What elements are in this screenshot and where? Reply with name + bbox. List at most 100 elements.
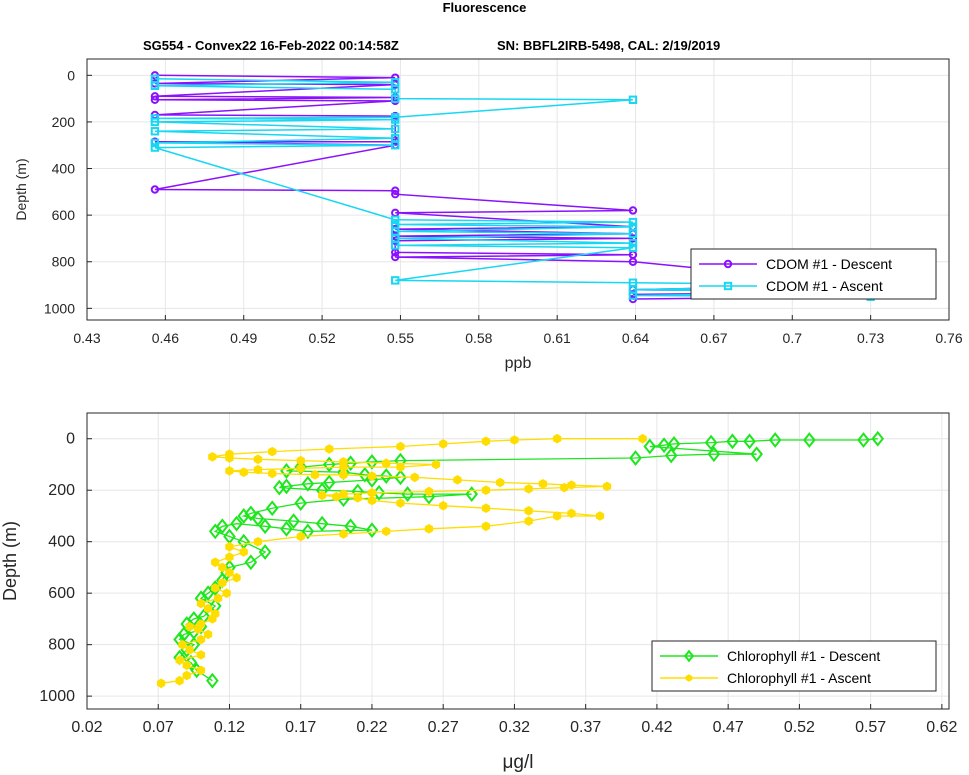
c2-data-point-1 [439, 439, 448, 449]
c2-data-point-1 [339, 457, 348, 467]
c2-data-point-0 [379, 468, 393, 484]
c2-data-point-1 [453, 475, 462, 485]
c2-data-point-0 [294, 495, 308, 511]
c2-data-point-0 [643, 438, 657, 455]
c1-data-point-0 [150, 92, 160, 101]
chlorophyll-axes-frame [86, 412, 950, 710]
c2-data-point-0 [857, 432, 870, 448]
c2-data-point-1 [196, 665, 206, 676]
c2-y-tick-label: 200 [48, 482, 75, 499]
c2-data-point-0 [244, 505, 258, 522]
c1-series-line-1 [154, 78, 871, 298]
c2-data-point-1 [196, 634, 206, 645]
c1-data-point-0 [628, 250, 638, 259]
c2-data-point-0 [208, 523, 222, 540]
c2-data-point-1 [211, 583, 220, 593]
cdom-y-axis-label: Depth (m) [13, 158, 29, 220]
c2-data-point-0 [201, 585, 215, 602]
c1-data-point-0 [391, 252, 400, 262]
c2-data-point-0 [422, 488, 436, 505]
c2-x-tick-label: 0.52 [784, 719, 815, 736]
c2-data-point-1 [222, 588, 231, 598]
c2-data-point-1 [595, 511, 605, 521]
chlorophyll-legend-box [651, 640, 937, 692]
c1-data-point-1 [628, 278, 638, 287]
chlorophyll-y-axis-label: Depth (m) [0, 521, 20, 601]
c2-y-tick-label: 600 [48, 585, 75, 602]
c2-data-point-1 [439, 500, 448, 511]
c1-data-point-1 [628, 222, 638, 231]
c1-data-point-0 [150, 185, 160, 194]
c2-data-point-1 [318, 490, 327, 501]
c2-data-point-1 [638, 433, 647, 444]
c1-data-point-1 [391, 124, 400, 134]
c1-x-tick-label: 0.7 [783, 330, 803, 346]
c1-x-tick-label: 0.58 [465, 330, 492, 346]
c2-x-tick-label: 0.22 [356, 719, 387, 736]
c2-data-point-0 [365, 454, 379, 470]
c2-data-point-1 [178, 639, 187, 650]
c1-x-tick-label: 0.52 [308, 330, 335, 346]
c2-y-tick-label: 800 [48, 637, 75, 654]
c2-data-point-0 [273, 479, 286, 496]
c2-data-point-0 [743, 433, 756, 450]
c2-data-point-0 [301, 475, 315, 492]
cdom-legend-label-descent: CDOM #1 - Descent [766, 256, 892, 272]
c1-y-tick-label: 400 [52, 161, 76, 177]
c2-data-point-0 [206, 672, 219, 689]
c2-data-point-1 [196, 598, 206, 609]
c1-y-tick-label: 200 [52, 114, 76, 130]
c2-y-tick-label: 1000 [39, 688, 75, 705]
c2-data-point-1 [602, 481, 612, 492]
c2-data-point-1 [310, 470, 320, 480]
c2-data-point-0 [664, 447, 678, 464]
c2-x-tick-label: 0.02 [71, 719, 102, 736]
c2-data-point-0 [394, 469, 407, 486]
c2-data-point-1 [396, 498, 405, 508]
c2-data-point-0 [251, 510, 265, 527]
c2-data-point-1 [218, 578, 227, 588]
c2-data-point-1 [225, 552, 234, 562]
c2-data-point-1 [196, 650, 206, 660]
c2-data-point-1 [185, 645, 194, 655]
chlorophyll-legend: Chlorophyll #1 - Descent Chlorophyll #1 … [651, 640, 937, 692]
chart-subtitle-left: SG554 - Convex22 16-Feb-2022 00:14:58Z [143, 38, 399, 53]
c1-data-point-0 [391, 189, 400, 199]
c2-data-point-1 [396, 462, 405, 472]
c1-legend-marker-0 [723, 259, 733, 269]
c2-data-point-1 [382, 458, 391, 468]
c2-data-point-1 [339, 529, 348, 539]
c2-data-point-1 [367, 488, 377, 498]
cdom-tick-labels: 0.43 0.46 0.49 0.52 0.55 0.58 0.61 0.64 0.67 0.7 0… [44, 67, 963, 346]
c2-data-point-1 [253, 536, 263, 547]
c2-data-point-1 [211, 609, 220, 619]
c1-x-tick-label: 0.61 [544, 330, 571, 346]
c1-data-point-1 [628, 95, 638, 104]
c2-data-point-1 [157, 678, 166, 689]
c1-x-tick-label: 0.46 [152, 330, 179, 346]
c1-data-point-0 [150, 95, 160, 104]
c1-y-tick-label: 0 [67, 67, 75, 83]
c2-data-point-0 [358, 466, 372, 483]
c2-data-point-1 [424, 486, 434, 497]
c2-data-point-1 [481, 503, 491, 513]
c2-legend-marker-1 [685, 674, 693, 682]
chlorophyll-legend-entry-ascent: Chlorophyll #1 - Ascent [660, 670, 871, 686]
c2-data-point-1 [296, 463, 305, 474]
c2-x-tick-label: 0.07 [143, 719, 174, 736]
chlorophyll-series [157, 430, 885, 689]
c2-data-point-0 [657, 437, 671, 454]
c2-data-point-0 [237, 508, 251, 524]
cdom-chart: 0.43 0.46 0.49 0.52 0.55 0.58 0.61 0.64 0.67 0.7 0… [13, 58, 963, 372]
c2-data-point-1 [510, 435, 519, 445]
c2-data-point-1 [239, 467, 248, 477]
c2-data-point-0 [344, 518, 357, 535]
c2-x-tick-label: 0.12 [214, 719, 245, 736]
cdom-legend-label-ascent: CDOM #1 - Ascent [766, 278, 883, 294]
c2-x-tick-label: 0.27 [428, 719, 459, 736]
c2-data-point-1 [560, 482, 569, 493]
c2-data-point-0 [465, 486, 479, 502]
c1-x-tick-label: 0.67 [700, 330, 727, 346]
c2-data-point-1 [332, 491, 341, 502]
c2-data-point-0 [230, 515, 243, 532]
